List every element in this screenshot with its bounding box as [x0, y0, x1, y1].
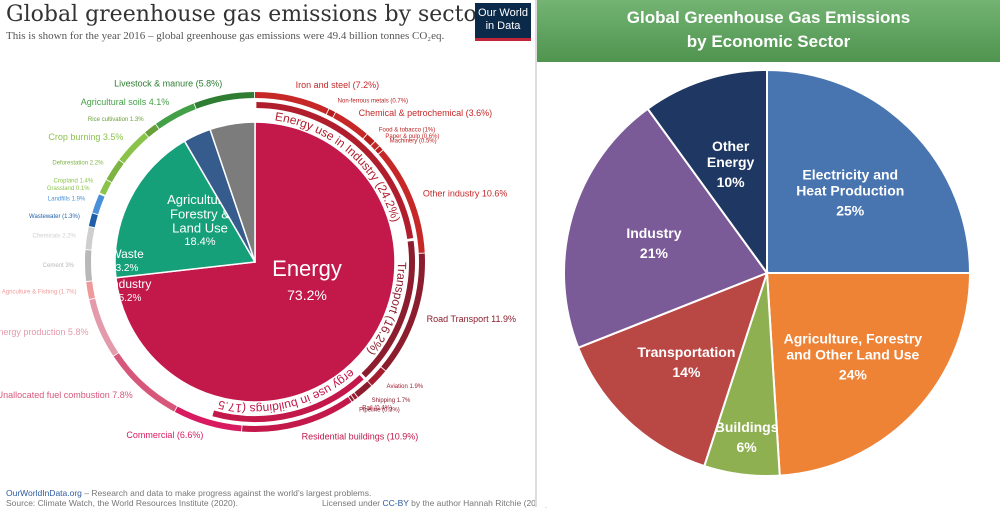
outer-label-livestock-manure-5-8: Livestock & manure (5.8%) [114, 78, 222, 88]
outer-ring-cropland-1-4 [103, 181, 109, 193]
outer-label-deforestation-2-2: Deforestation 2.2% [52, 161, 104, 167]
outer-label-shipping-1-7: Shipping 1.7% [372, 398, 411, 404]
sunburst-chart: Iron and steel (7.2%) Non-ferrous metals … [0, 48, 535, 488]
outer-ring-food-tobacco-1 [365, 137, 372, 144]
outer-label-food-tobacco-1: Food & tobacco (1%) [379, 128, 435, 134]
footer-line-1: OurWorldInData.org – Research and data t… [6, 488, 371, 498]
outer-label-pipeline-0-3: Pipeline (0.3%) [359, 408, 400, 414]
outer-label-aviation-1-9: Aviation 1.9% [387, 384, 424, 390]
outer-label-fugitive-emissions-from-energy-production-5-8: Fugitive emissions from energy productio… [0, 327, 88, 337]
outer-label-machinery-0-5: Machinery (0.5%) [390, 139, 437, 145]
outer-label-cropland-1-4: Cropland 1.4% [54, 178, 94, 184]
outer-ring-crop-burning-3-5 [122, 135, 147, 161]
outer-label-landfills-1-9: Landfills 1.9% [48, 197, 86, 203]
outer-label-grassland-0-1: Grassland 0.1% [47, 186, 90, 192]
outer-label-commercial-6-6: Commercial (6.6%) [126, 430, 203, 440]
pie-label-industry: Industry [626, 225, 681, 241]
outer-ring-deforestation-2-2 [109, 162, 121, 181]
outer-label-crop-burning-3-5: Crop burning 3.5% [48, 132, 123, 142]
economic-sector-panel: Global Greenhouse Gas Emissions by Econo… [537, 0, 1000, 507]
outer-label-wastewater-1-3: Wastewater (1.3%) [29, 214, 80, 220]
right-title-line-1: Global Greenhouse Gas Emissions [537, 8, 1000, 28]
inner-value-waste: 3.2% [116, 263, 139, 274]
outer-label-chemicals-2-2: Chemicals 2.2% [33, 234, 77, 240]
outer-ring-shipping-1-7 [356, 384, 369, 395]
inner-label-waste: Waste [110, 247, 144, 261]
outer-ring-chemicals-2-2 [88, 227, 91, 249]
owid-logo[interactable]: Our World in Data [475, 3, 531, 41]
pie-value-industry: 21% [640, 245, 669, 261]
pie-slice-agriculture-forestry-and-other-land-use [767, 273, 970, 476]
inner-value-energy: 73.2% [287, 287, 327, 303]
outer-ring-landfills-1-9 [95, 196, 102, 214]
outer-ring-pipeline-0-3 [350, 398, 352, 399]
sunburst-marks: Iron and steel (7.2%) Non-ferrous metals … [0, 48, 516, 441]
outer-ring-rice-cultivation-1-3 [147, 127, 157, 135]
outer-ring-non-ferrous-metals-0-7 [328, 112, 334, 115]
footer-text: – Research and data to make progress aga… [82, 488, 371, 498]
outer-label-residential-buildings-10-9: Residential buildings (10.9%) [302, 431, 419, 441]
pie-value-other-energy: 10% [717, 174, 746, 190]
inner-label-energy: Energy [272, 256, 342, 281]
inner-label-industry: Industry [109, 277, 152, 291]
pie-label-transportation: Transportation [637, 344, 735, 360]
outer-label-road-transport-11-9: Road Transport 11.9% [427, 314, 516, 324]
outer-ring-paper-pulp-0-6 [373, 144, 377, 148]
outer-ring-aviation-1-9 [370, 369, 383, 383]
owid-panel: Global greenhouse gas emissions by secto… [0, 0, 535, 507]
outer-label-chemical-petrochemical-3-6: Chemical & petrochemical (3.6%) [359, 108, 493, 118]
pie-label-buildings: Buildings [715, 419, 779, 435]
outer-label-agricultural-soils-4-1: Agricultural soils 4.1% [81, 97, 170, 107]
outer-ring-agricultural-soils-4-1 [158, 106, 195, 126]
outer-ring-machinery-0-5 [377, 148, 380, 151]
outer-label-unallocated-fuel-combustion-7-8: Unallocated fuel combustion 7.8% [0, 390, 133, 400]
pie-value-electricity-and-heat-production: 25% [836, 203, 865, 219]
outer-label-energy-in-agriculture-fishing-1-7: Energy in Agriculture & Fishing (1.7%) [0, 290, 77, 296]
outer-label-cement-3: Cement 3% [43, 263, 75, 269]
right-title-line-2: by Economic Sector [537, 32, 1000, 52]
outer-ring-cement-3 [88, 250, 89, 281]
outer-ring-livestock-manure-5-8 [195, 95, 254, 106]
pie-value-transportation: 14% [672, 364, 701, 380]
footer-site-link[interactable]: OurWorldInData.org [6, 488, 82, 498]
outer-ring-rail-0-4 [353, 395, 356, 397]
pie-value-buildings: 6% [737, 439, 758, 455]
logo-line-2: in Data [475, 20, 531, 33]
logo-line-1: Our World [475, 7, 531, 20]
outer-label-rice-cultivation-1-3: Rice cultivation 1.3% [88, 117, 144, 123]
outer-ring-wastewater-1-3 [92, 214, 95, 226]
left-chart-subtitle: This is shown for the year 2016 – global… [6, 30, 444, 42]
left-chart-title: Global greenhouse gas emissions by secto… [6, 2, 487, 27]
outer-label-other-industry-10-6: Other industry 10.6% [423, 189, 508, 199]
pie-value-agriculture-forestry-and-other-land-use: 24% [839, 367, 868, 383]
outer-label-non-ferrous-metals-0-7: Non-ferrous metals (0.7%) [338, 99, 408, 105]
outer-ring-fugitive-emissions-from-energy-production-5-8 [92, 299, 115, 354]
outer-label-iron-and-steel-7-2: Iron and steel (7.2%) [296, 80, 380, 90]
inner-value-industry: 5.2% [119, 293, 142, 304]
outer-ring-energy-in-agriculture-fishing-1-7 [89, 282, 92, 299]
inner-value-agriculture-forestry-land-use: 18.4% [184, 236, 215, 248]
